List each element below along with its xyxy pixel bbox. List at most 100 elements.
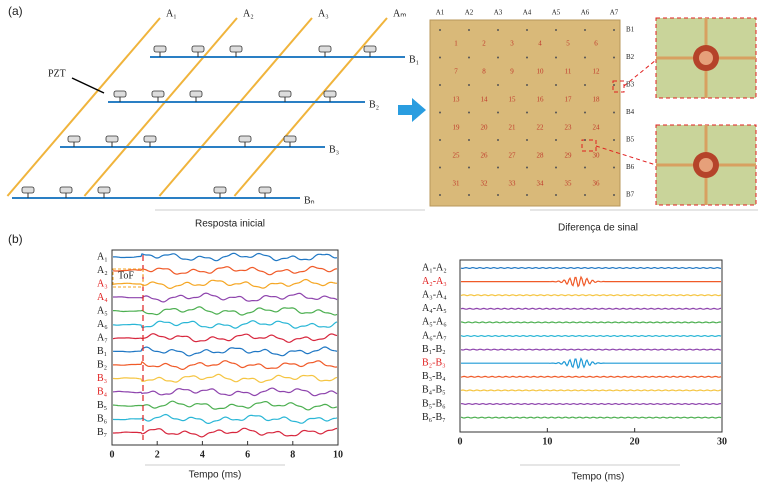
pzt-sensor [318,45,332,53]
trace [460,389,722,392]
plate-dot [613,166,615,169]
plate-dot [468,139,470,141]
plate-dot [584,111,586,114]
plate-cell: 11 [565,68,572,76]
pzt-sensor [323,90,337,98]
trace [460,348,722,351]
plate-dot [584,139,586,141]
plate-cell: 27 [509,152,517,160]
trace [461,275,721,288]
plate-cell: 2 [482,40,486,48]
plate-dot [584,166,586,169]
plate-dot [584,194,586,196]
pzt-sensor [105,135,119,143]
b-label: Bₙ [304,195,315,206]
plate-dot [555,139,557,141]
plate-dot [555,111,557,114]
trace [113,373,338,384]
plate-dot [497,194,499,196]
plate-row: B3 [626,81,635,89]
plate-photo [429,19,621,207]
plate-row: B2 [626,53,635,61]
trace-label: B₅ [97,400,107,411]
plate-cell: 24 [593,124,601,132]
tof-box [112,268,144,288]
trace [460,294,722,297]
pzt-sensor [191,45,205,53]
pzt-sensor [97,186,111,194]
plate-dot [613,29,615,31]
trace [113,252,338,262]
plate-dot [526,166,528,169]
caption: Resposta inicial [195,219,265,230]
x-tick-label: 10 [542,436,552,447]
plate-column: A1 [436,9,445,17]
plate-cell: 7 [454,68,458,76]
plot-frame [459,259,723,433]
trace-label: A₁ [97,251,108,262]
plate-dot [497,166,499,169]
plate-dot [613,111,615,114]
plate-cell: 1 [454,40,458,48]
plate-cell: 3 [510,40,514,48]
x-tick-label: 0 [110,449,115,460]
trace-label: B₆ [97,413,108,424]
plate-dot [526,111,528,114]
plate-dot [468,166,470,169]
plate-row: B6 [626,163,635,171]
trace [460,402,722,406]
x-tick-label: 6 [245,449,250,460]
plate-dot [497,56,499,59]
pzt-sensor [67,135,81,143]
x-tick-label: 8 [290,449,295,460]
a-label: Aₘ [393,8,406,19]
trace [113,427,338,438]
trace-label: B₃-B₄ [422,371,446,382]
trace-label: B₂ [97,359,107,370]
caption: Diferença de sinal [558,223,638,234]
plate-cell: 14 [481,96,489,104]
pzt-sensor [151,90,165,98]
plate-dot [526,56,528,59]
plate-column: A3 [494,9,503,17]
plate-dot [613,194,615,196]
plate-cell: 15 [509,96,517,104]
plate-dot [439,139,441,141]
plate-dot [468,56,470,59]
trace-label: B₄ [97,386,108,397]
trace [460,307,722,310]
panel-label: (a) [8,4,23,18]
plate-cell: 9 [510,68,514,76]
plate-row: B1 [626,26,635,34]
pzt-sensor [238,135,252,143]
trace-label: A₁-A₂ [422,262,447,273]
trace [112,278,338,290]
plate-dot [439,194,441,196]
plate-cell: 17 [565,96,573,104]
plate-cell: 5 [566,40,570,48]
plate-cell: 36 [593,180,601,188]
plate-dot [468,111,470,114]
trace [113,306,338,316]
plate-cell: 8 [482,68,486,76]
trace [112,265,338,276]
plate-cell: 23 [565,124,573,132]
pzt-sensor [21,186,35,194]
pzt-sensor [363,45,377,53]
plate-cell: 33 [509,180,517,188]
plate-cell: 16 [537,96,545,104]
plate-cell: 25 [453,152,461,160]
trace-label: B₃ [97,373,107,384]
a-line [6,17,161,197]
trace [113,346,338,357]
plate-dot [439,84,441,86]
a-label: A₂ [243,8,254,19]
plate-cell: 10 [537,68,545,76]
plate-dot [584,84,586,86]
pzt-sensor [213,186,227,194]
trace-label: A₅-A₆ [422,317,447,328]
b-label: B₂ [369,99,379,110]
inset-sensor [656,18,756,205]
x-tick-label: 20 [630,436,640,447]
